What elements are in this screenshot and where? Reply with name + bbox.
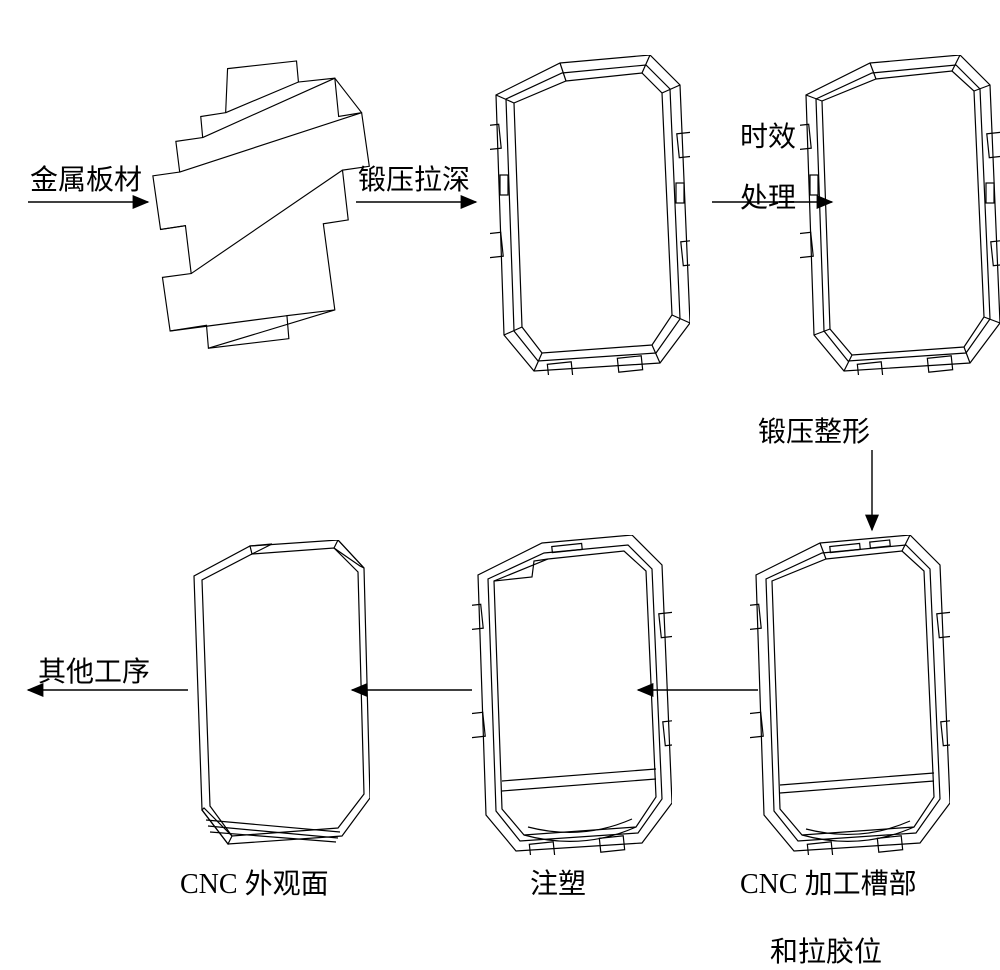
stage-2-forged — [490, 55, 690, 375]
label-metal-sheet: 金属板材 — [30, 158, 142, 198]
label-aging-2: 处理 — [740, 176, 796, 216]
stage-6-finished — [190, 540, 370, 845]
stage-4-cnc-slots — [750, 535, 950, 855]
label-cnc-slot-2: 和拉胶位 — [770, 930, 882, 970]
label-forge-reshape: 锻压整形 — [758, 410, 870, 450]
label-injection: 注塑 — [530, 862, 586, 902]
label-aging-1: 时效 — [740, 115, 796, 155]
label-cnc-slot-1: CNC 加工槽部 — [740, 862, 917, 902]
stage-5-injection — [472, 535, 672, 855]
stage-1-sheet-blank — [148, 60, 378, 376]
stage-3-aged — [800, 55, 1000, 375]
label-cnc-exterior: CNC 外观面 — [180, 862, 329, 902]
label-other-process: 其他工序 — [38, 650, 150, 690]
